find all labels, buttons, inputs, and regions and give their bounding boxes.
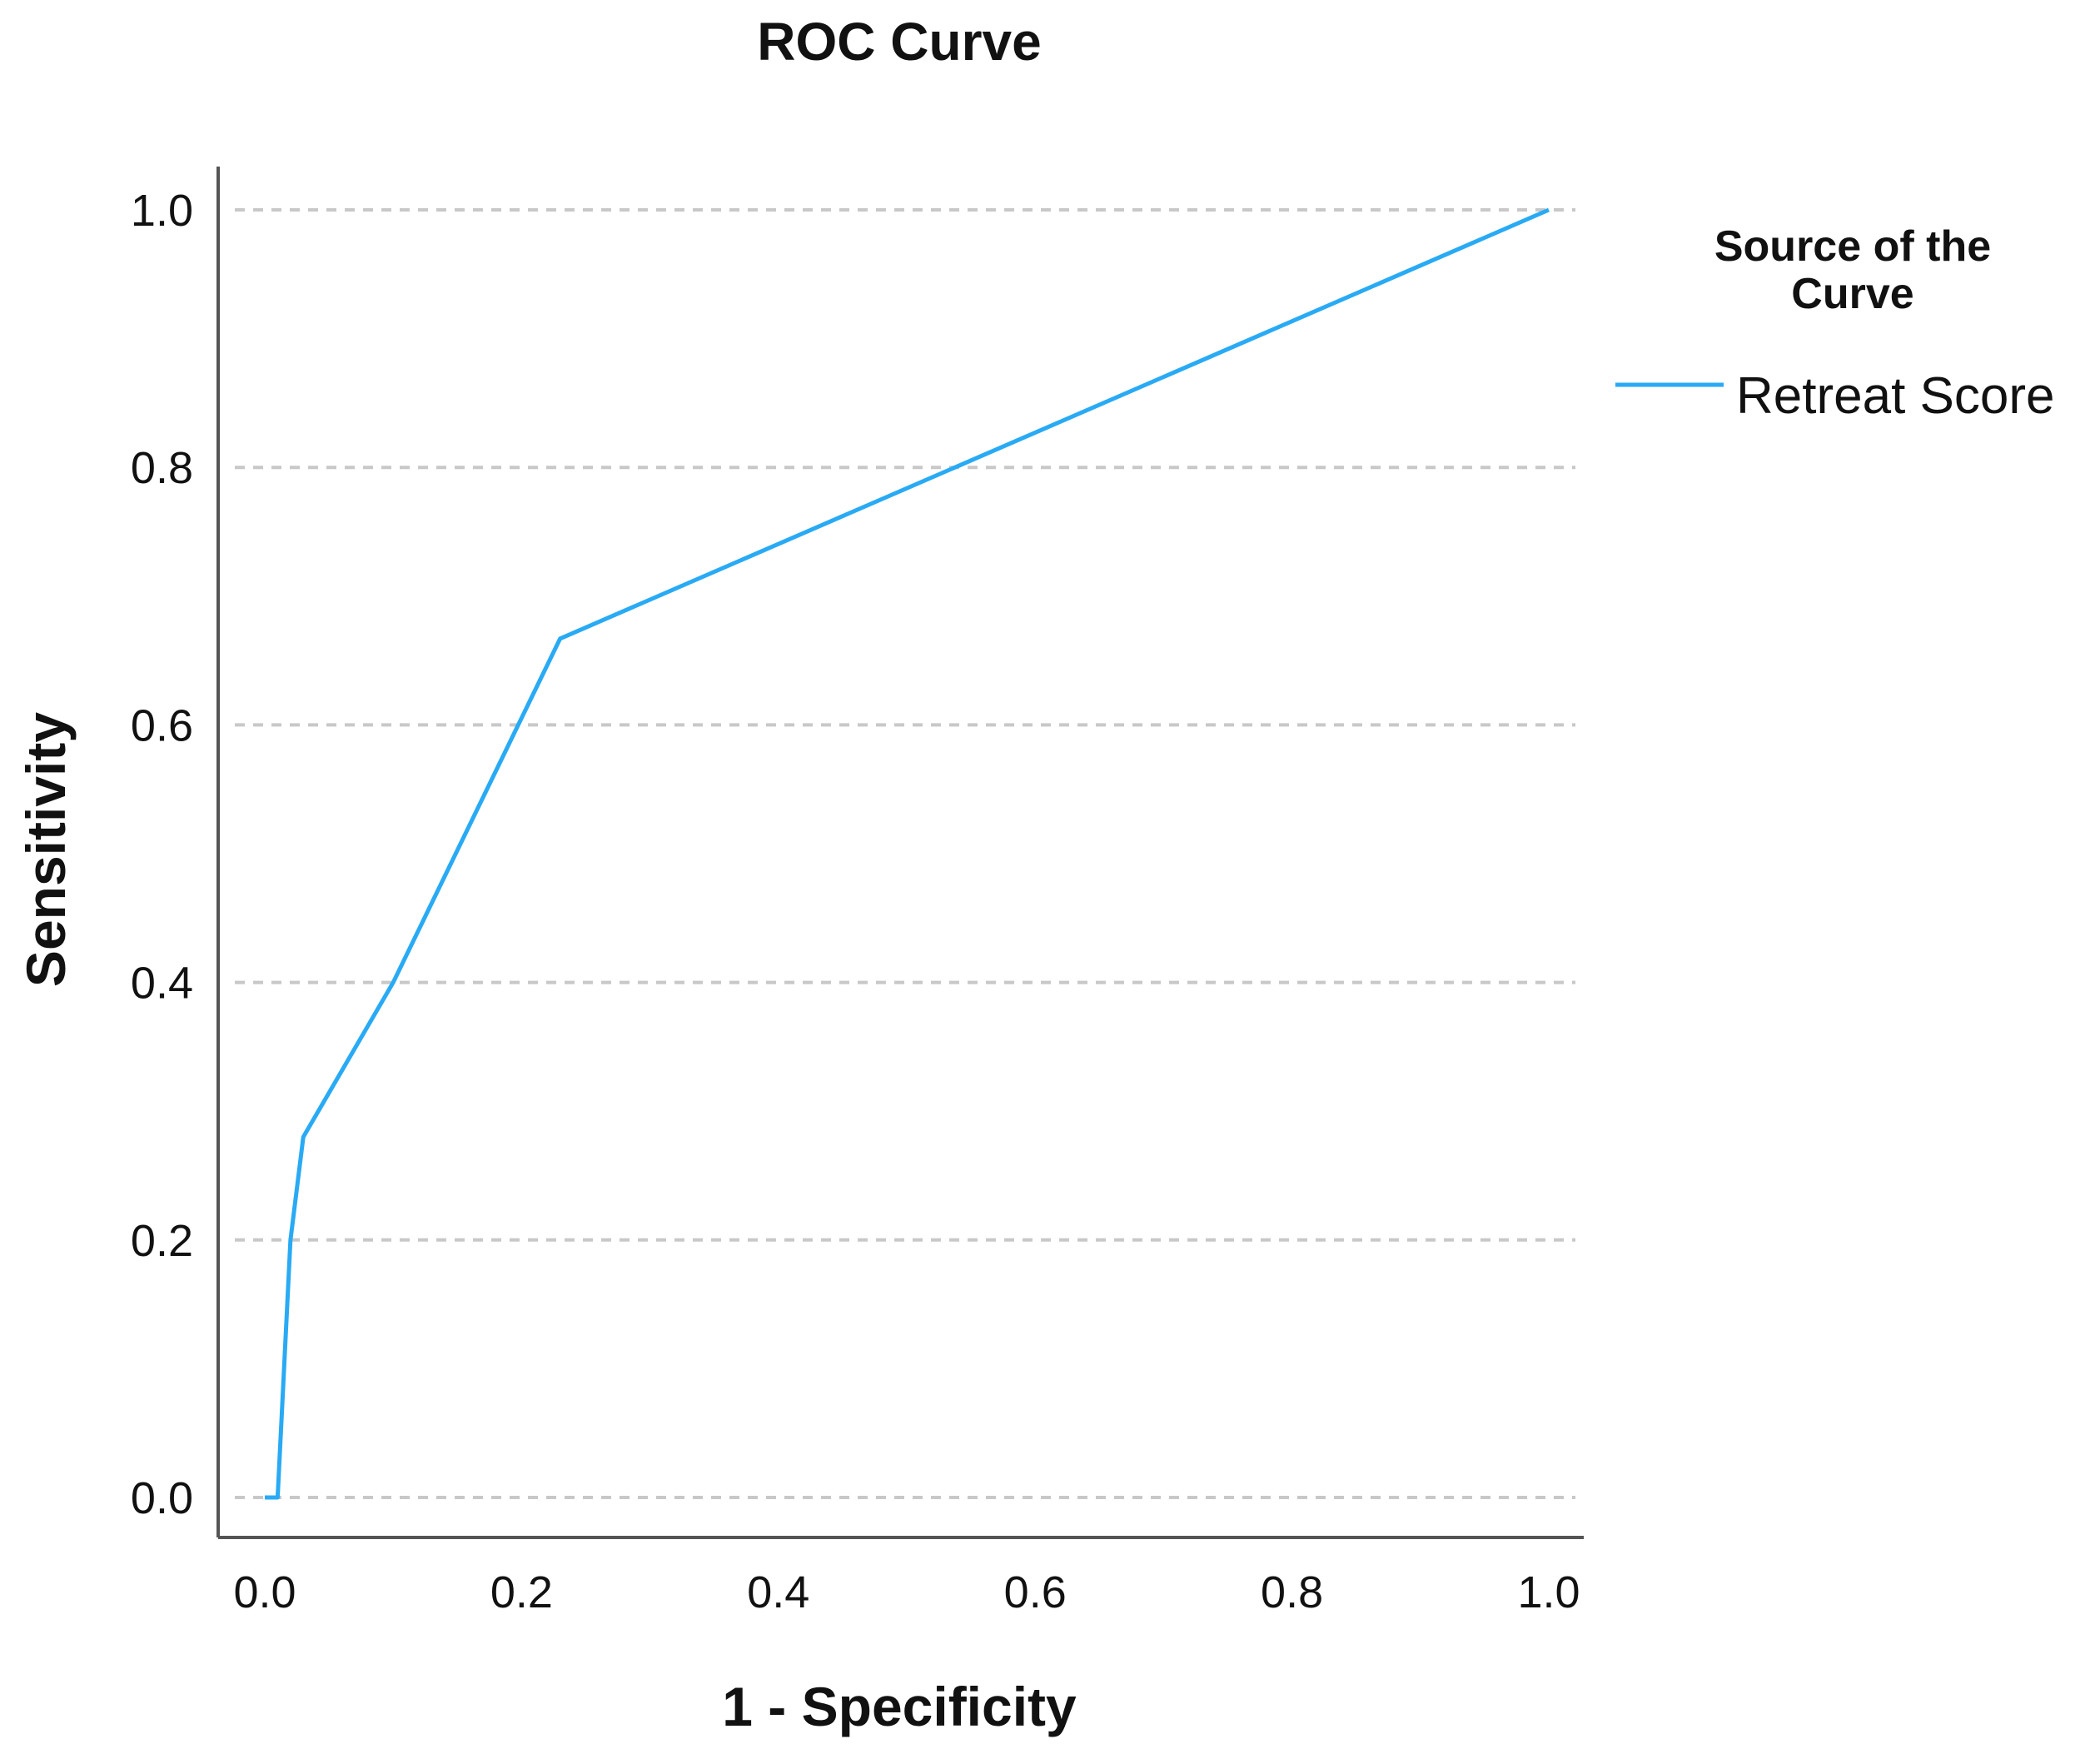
- y-tick-label-0: 0.0: [131, 1473, 193, 1523]
- x-tick-label-4: 0.8: [1261, 1567, 1323, 1617]
- x-tick-label-2: 0.4: [747, 1567, 809, 1617]
- y-tick-label-3: 0.6: [131, 700, 193, 750]
- axes: [216, 167, 1584, 1539]
- x-tick-label-1: 0.2: [490, 1567, 553, 1617]
- tick-labels: 0.0 0.2 0.4 0.6 0.8 1.0 0.0 0.2 0.4 0.6 0.8 1.0: [131, 186, 1580, 1617]
- series-layer: [265, 207, 1550, 1500]
- series-line-retreat-score: [265, 207, 1550, 1500]
- y-tick-label-2: 0.4: [131, 959, 193, 1009]
- y-axis-label: Sensitivity: [15, 712, 77, 987]
- legend-label-retreat-score: Retreat Score: [1736, 367, 2055, 425]
- x-tick-label-3: 0.6: [1004, 1567, 1067, 1617]
- x-tick-label-5: 1.0: [1517, 1567, 1580, 1617]
- legend-title-line-1: Source of the: [1714, 222, 1991, 271]
- legend: Source of the Curve Retreat Score: [1615, 222, 2055, 425]
- x-tick-label-0: 0.0: [233, 1567, 296, 1617]
- chart-title: ROC Curve: [757, 12, 1041, 72]
- y-tick-label-5: 1.0: [131, 186, 193, 236]
- x-axis-label: 1 - Specificity: [722, 1676, 1077, 1737]
- gridlines: [235, 208, 1575, 1499]
- y-tick-label-1: 0.2: [131, 1216, 193, 1266]
- y-tick-label-4: 0.8: [131, 443, 193, 493]
- legend-title-line-2: Curve: [1791, 270, 1913, 318]
